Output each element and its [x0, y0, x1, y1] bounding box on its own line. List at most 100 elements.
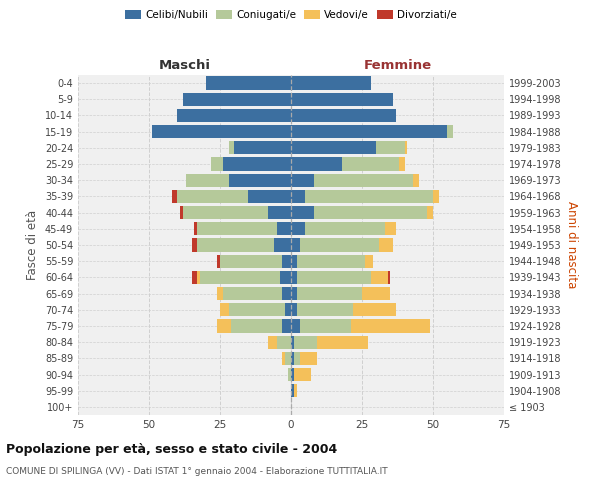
Bar: [291, 238, 299, 252]
Bar: [223, 287, 283, 300]
Bar: [183, 92, 291, 106]
Bar: [291, 287, 296, 300]
Bar: [291, 320, 299, 332]
Bar: [291, 174, 314, 187]
Bar: [296, 287, 362, 300]
Bar: [294, 384, 296, 398]
Bar: [433, 190, 439, 203]
Bar: [197, 222, 277, 235]
Bar: [280, 270, 291, 284]
Bar: [447, 125, 453, 138]
Bar: [314, 174, 413, 187]
Bar: [283, 320, 291, 332]
Bar: [379, 238, 393, 252]
Y-axis label: Anni di nascita: Anni di nascita: [565, 202, 578, 288]
Bar: [288, 368, 291, 381]
Bar: [296, 254, 365, 268]
Bar: [206, 76, 291, 90]
Bar: [314, 206, 427, 220]
Bar: [268, 336, 277, 349]
Bar: [178, 190, 248, 203]
Bar: [186, 174, 229, 187]
Bar: [291, 158, 342, 170]
Bar: [299, 352, 317, 365]
Bar: [291, 270, 296, 284]
Bar: [277, 222, 291, 235]
Bar: [197, 270, 200, 284]
Bar: [200, 270, 280, 284]
Bar: [291, 141, 376, 154]
Bar: [220, 303, 229, 316]
Bar: [268, 206, 291, 220]
Text: COMUNE DI SPILINGA (VV) - Dati ISTAT 1° gennaio 2004 - Elaborazione TUTTITALIA.I: COMUNE DI SPILINGA (VV) - Dati ISTAT 1° …: [6, 468, 388, 476]
Bar: [211, 158, 223, 170]
Bar: [277, 336, 291, 349]
Bar: [217, 254, 220, 268]
Bar: [305, 190, 433, 203]
Bar: [291, 352, 294, 365]
Bar: [291, 125, 447, 138]
Bar: [296, 270, 371, 284]
Bar: [283, 352, 286, 365]
Bar: [283, 287, 291, 300]
Bar: [183, 206, 268, 220]
Bar: [404, 141, 407, 154]
Bar: [296, 303, 353, 316]
Bar: [180, 206, 183, 220]
Bar: [376, 141, 404, 154]
Bar: [291, 92, 393, 106]
Bar: [234, 141, 291, 154]
Bar: [178, 109, 291, 122]
Bar: [291, 384, 294, 398]
Bar: [299, 320, 350, 332]
Bar: [286, 303, 291, 316]
Bar: [365, 254, 373, 268]
Bar: [274, 238, 291, 252]
Bar: [399, 158, 404, 170]
Bar: [152, 125, 291, 138]
Bar: [191, 238, 197, 252]
Bar: [197, 238, 274, 252]
Bar: [229, 141, 234, 154]
Bar: [291, 368, 294, 381]
Bar: [286, 352, 291, 365]
Bar: [294, 368, 311, 381]
Bar: [223, 158, 291, 170]
Bar: [220, 254, 283, 268]
Y-axis label: Fasce di età: Fasce di età: [26, 210, 39, 280]
Bar: [291, 336, 294, 349]
Bar: [283, 254, 291, 268]
Bar: [299, 238, 379, 252]
Bar: [291, 206, 314, 220]
Bar: [194, 222, 197, 235]
Bar: [291, 254, 296, 268]
Bar: [217, 320, 232, 332]
Bar: [353, 303, 396, 316]
Bar: [291, 109, 396, 122]
Bar: [248, 190, 291, 203]
Bar: [388, 270, 391, 284]
Bar: [229, 174, 291, 187]
Bar: [427, 206, 433, 220]
Text: Femmine: Femmine: [364, 60, 431, 72]
Bar: [191, 270, 197, 284]
Bar: [291, 222, 305, 235]
Bar: [172, 190, 178, 203]
Bar: [294, 352, 299, 365]
Text: Popolazione per età, sesso e stato civile - 2004: Popolazione per età, sesso e stato civil…: [6, 442, 337, 456]
Bar: [217, 287, 223, 300]
Bar: [385, 222, 396, 235]
Text: Maschi: Maschi: [158, 60, 211, 72]
Bar: [291, 190, 305, 203]
Bar: [229, 303, 286, 316]
Bar: [232, 320, 283, 332]
Bar: [291, 303, 296, 316]
Bar: [371, 270, 388, 284]
Bar: [362, 287, 391, 300]
Legend: Celibi/Nubili, Coniugati/e, Vedovi/e, Divorziati/e: Celibi/Nubili, Coniugati/e, Vedovi/e, Di…: [121, 6, 461, 24]
Bar: [413, 174, 419, 187]
Bar: [291, 76, 371, 90]
Bar: [350, 320, 430, 332]
Bar: [317, 336, 368, 349]
Bar: [294, 336, 317, 349]
